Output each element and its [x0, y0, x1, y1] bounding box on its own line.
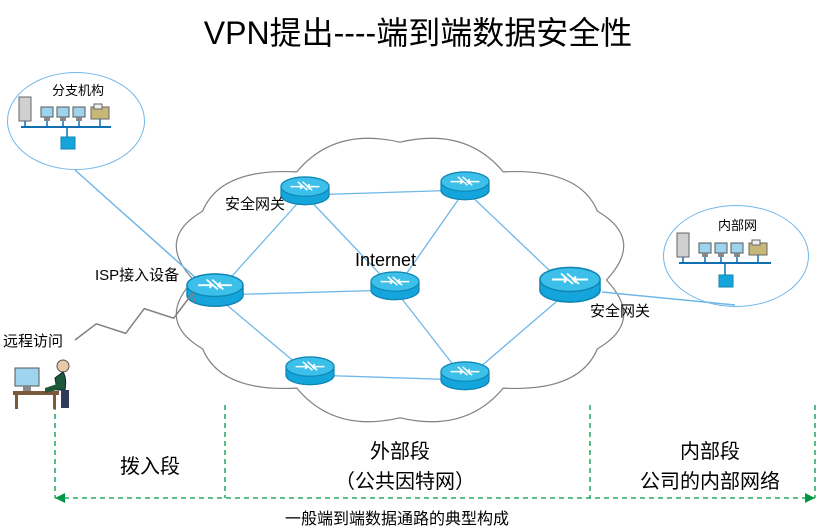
branch-lan: 分支机构	[7, 72, 143, 168]
label-int2: 公司的内部网络	[640, 465, 780, 494]
label-sec_gw_r: 安全网关	[590, 300, 650, 321]
branch-lan-icons	[7, 72, 143, 168]
label-isp: ISP接入设备	[95, 264, 179, 285]
label-dialin: 拨入段	[120, 450, 180, 479]
label-ext1: 外部段	[370, 435, 430, 464]
router-icon	[286, 357, 334, 385]
label-caption: 一般端到端数据通路的典型构成	[285, 505, 509, 529]
label-int1: 内部段	[680, 435, 740, 464]
label-ext2: （公共因特网）	[335, 465, 475, 494]
router-icon	[441, 362, 489, 390]
internal-lan-icons	[663, 205, 807, 305]
router-icon	[540, 268, 600, 303]
router-icon	[441, 172, 489, 200]
label-remote: 远程访问	[3, 330, 63, 351]
router-icon	[281, 177, 329, 205]
internal-lan: 内部网	[663, 205, 807, 305]
remote-user-icon	[13, 360, 69, 409]
label-internet: Internet	[355, 250, 416, 271]
label-sec_gw_l: 安全网关	[225, 193, 285, 214]
router-icon	[371, 272, 419, 300]
